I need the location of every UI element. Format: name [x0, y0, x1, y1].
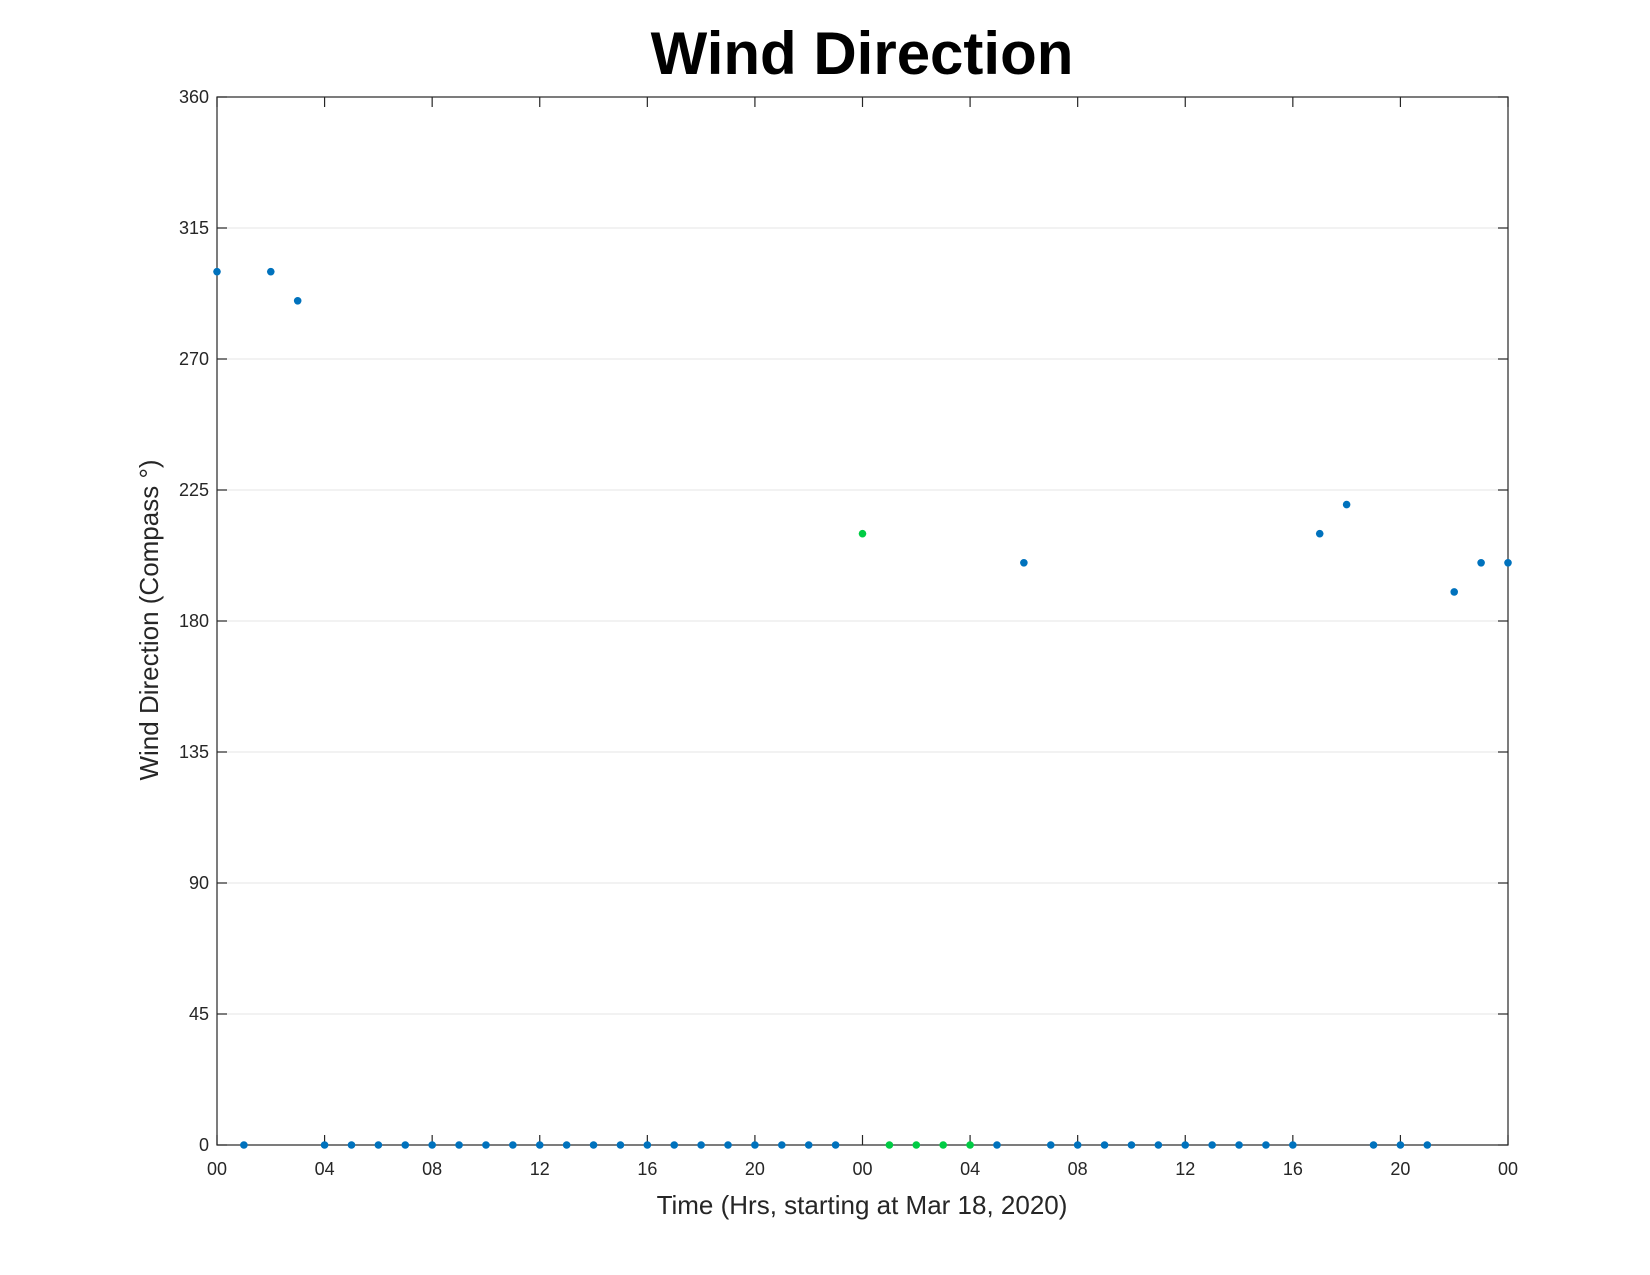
y-tick-label: 135	[179, 742, 209, 762]
x-tick-label: 08	[1068, 1159, 1088, 1179]
grid-lines	[217, 227, 1508, 1015]
y-tick-label: 270	[179, 349, 209, 369]
data-point	[804, 1141, 813, 1149]
data-point	[509, 1141, 517, 1149]
data-point	[1046, 1141, 1055, 1149]
x-axis-label: Time (Hrs, starting at Mar 18, 2020)	[657, 1190, 1068, 1220]
data-point	[455, 1141, 463, 1149]
y-tick-label: 360	[179, 87, 209, 107]
x-tick-label: 04	[315, 1159, 335, 1179]
data-point	[1020, 558, 1028, 567]
x-tick-label: 16	[637, 1159, 657, 1179]
data-point	[535, 1141, 544, 1149]
data-point	[428, 1141, 436, 1149]
data-point	[1289, 1141, 1297, 1149]
data-point	[1315, 529, 1324, 538]
data-point	[697, 1141, 705, 1149]
data-point	[347, 1141, 356, 1149]
data-point	[562, 1141, 571, 1149]
x-tick-label: 20	[745, 1159, 765, 1179]
data-point	[266, 267, 275, 276]
data-point	[1181, 1141, 1190, 1149]
data-point	[1450, 588, 1459, 596]
data-point	[1208, 1141, 1216, 1149]
data-point	[724, 1141, 732, 1149]
data-point	[885, 1141, 894, 1149]
data-point	[643, 1141, 652, 1149]
y-tick-label: 225	[179, 480, 209, 500]
y-tick-label: 180	[179, 611, 209, 631]
x-tick-label: 12	[1175, 1159, 1195, 1179]
y-tick-label: 315	[179, 218, 209, 238]
data-point	[1127, 1141, 1136, 1149]
data-point	[293, 296, 302, 305]
y-tick-label: 0	[199, 1135, 209, 1155]
data-point	[939, 1141, 947, 1149]
data-point	[374, 1141, 383, 1149]
x-tick-label: 00	[207, 1159, 227, 1179]
x-tick-label: 16	[1283, 1159, 1303, 1179]
x-tick-label: 20	[1390, 1159, 1410, 1179]
data-point	[966, 1141, 974, 1149]
y-tick-label: 90	[189, 873, 209, 893]
data-point	[1073, 1141, 1082, 1149]
data-point	[1235, 1141, 1243, 1149]
data-point	[1423, 1141, 1432, 1149]
data-point	[240, 1141, 248, 1149]
data-point	[670, 1141, 679, 1149]
data-points	[213, 267, 1512, 1149]
y-tick-label: 45	[189, 1004, 209, 1024]
data-point	[1477, 558, 1485, 567]
x-tick-label: 08	[422, 1159, 442, 1179]
data-point	[320, 1141, 329, 1149]
data-point	[589, 1141, 598, 1149]
data-point	[616, 1141, 625, 1149]
data-point	[1154, 1141, 1163, 1149]
chart-title: Wind Direction	[651, 20, 1074, 87]
axis-ticks: 0 45 90 135 180 225 270 315 360 00 04 08 12 16 20 00 04 0…	[179, 87, 1518, 1179]
data-point	[401, 1141, 410, 1149]
data-point	[1396, 1141, 1405, 1149]
data-point	[1342, 500, 1351, 509]
data-point	[213, 267, 221, 276]
data-point	[1262, 1141, 1270, 1149]
x-tick-label: 00	[1498, 1159, 1518, 1179]
x-tick-label: 00	[852, 1159, 872, 1179]
data-point	[1100, 1141, 1109, 1149]
x-tick-label: 04	[960, 1159, 980, 1179]
data-point	[751, 1141, 759, 1149]
data-point	[831, 1141, 840, 1149]
data-point	[993, 1141, 1001, 1149]
x-tick-label: 12	[530, 1159, 550, 1179]
data-point	[858, 529, 867, 538]
data-point	[1504, 558, 1512, 567]
data-point	[482, 1141, 490, 1149]
data-point	[912, 1141, 921, 1149]
data-point	[1369, 1141, 1378, 1149]
y-axis-label: Wind Direction (Compass °)	[134, 459, 164, 780]
data-point	[778, 1141, 786, 1149]
